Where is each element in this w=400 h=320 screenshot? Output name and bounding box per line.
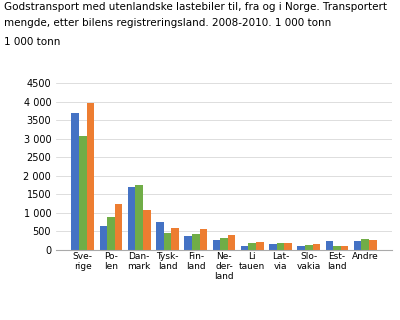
- Bar: [143, 210, 151, 250]
- Bar: [107, 217, 115, 250]
- Bar: [354, 241, 362, 250]
- Bar: [277, 244, 284, 250]
- Text: Godstransport med utenlandske lastebiler til, fra og i Norge. Transportert: Godstransport med utenlandske lastebiler…: [4, 2, 387, 12]
- Bar: [192, 234, 200, 250]
- Bar: [164, 233, 171, 250]
- Bar: [248, 244, 256, 250]
- Bar: [297, 246, 305, 250]
- Bar: [136, 185, 143, 250]
- Bar: [71, 113, 79, 250]
- Bar: [128, 188, 136, 250]
- Bar: [241, 246, 248, 250]
- Bar: [369, 240, 377, 250]
- Bar: [228, 235, 236, 250]
- Bar: [212, 240, 220, 250]
- Bar: [200, 229, 207, 250]
- Bar: [86, 103, 94, 250]
- Bar: [269, 244, 277, 250]
- Text: 1 000 tonn: 1 000 tonn: [4, 37, 60, 47]
- Bar: [305, 244, 312, 250]
- Bar: [256, 242, 264, 250]
- Bar: [100, 226, 107, 250]
- Bar: [115, 204, 122, 250]
- Bar: [156, 222, 164, 250]
- Bar: [326, 241, 333, 250]
- Bar: [220, 238, 228, 250]
- Bar: [171, 228, 179, 250]
- Bar: [312, 244, 320, 250]
- Bar: [79, 136, 86, 250]
- Bar: [362, 238, 369, 250]
- Bar: [284, 243, 292, 250]
- Text: mengde, etter bilens registreringsland. 2008-2010. 1 000 tonn: mengde, etter bilens registreringsland. …: [4, 18, 331, 28]
- Bar: [341, 246, 348, 250]
- Bar: [333, 246, 341, 250]
- Bar: [184, 236, 192, 250]
